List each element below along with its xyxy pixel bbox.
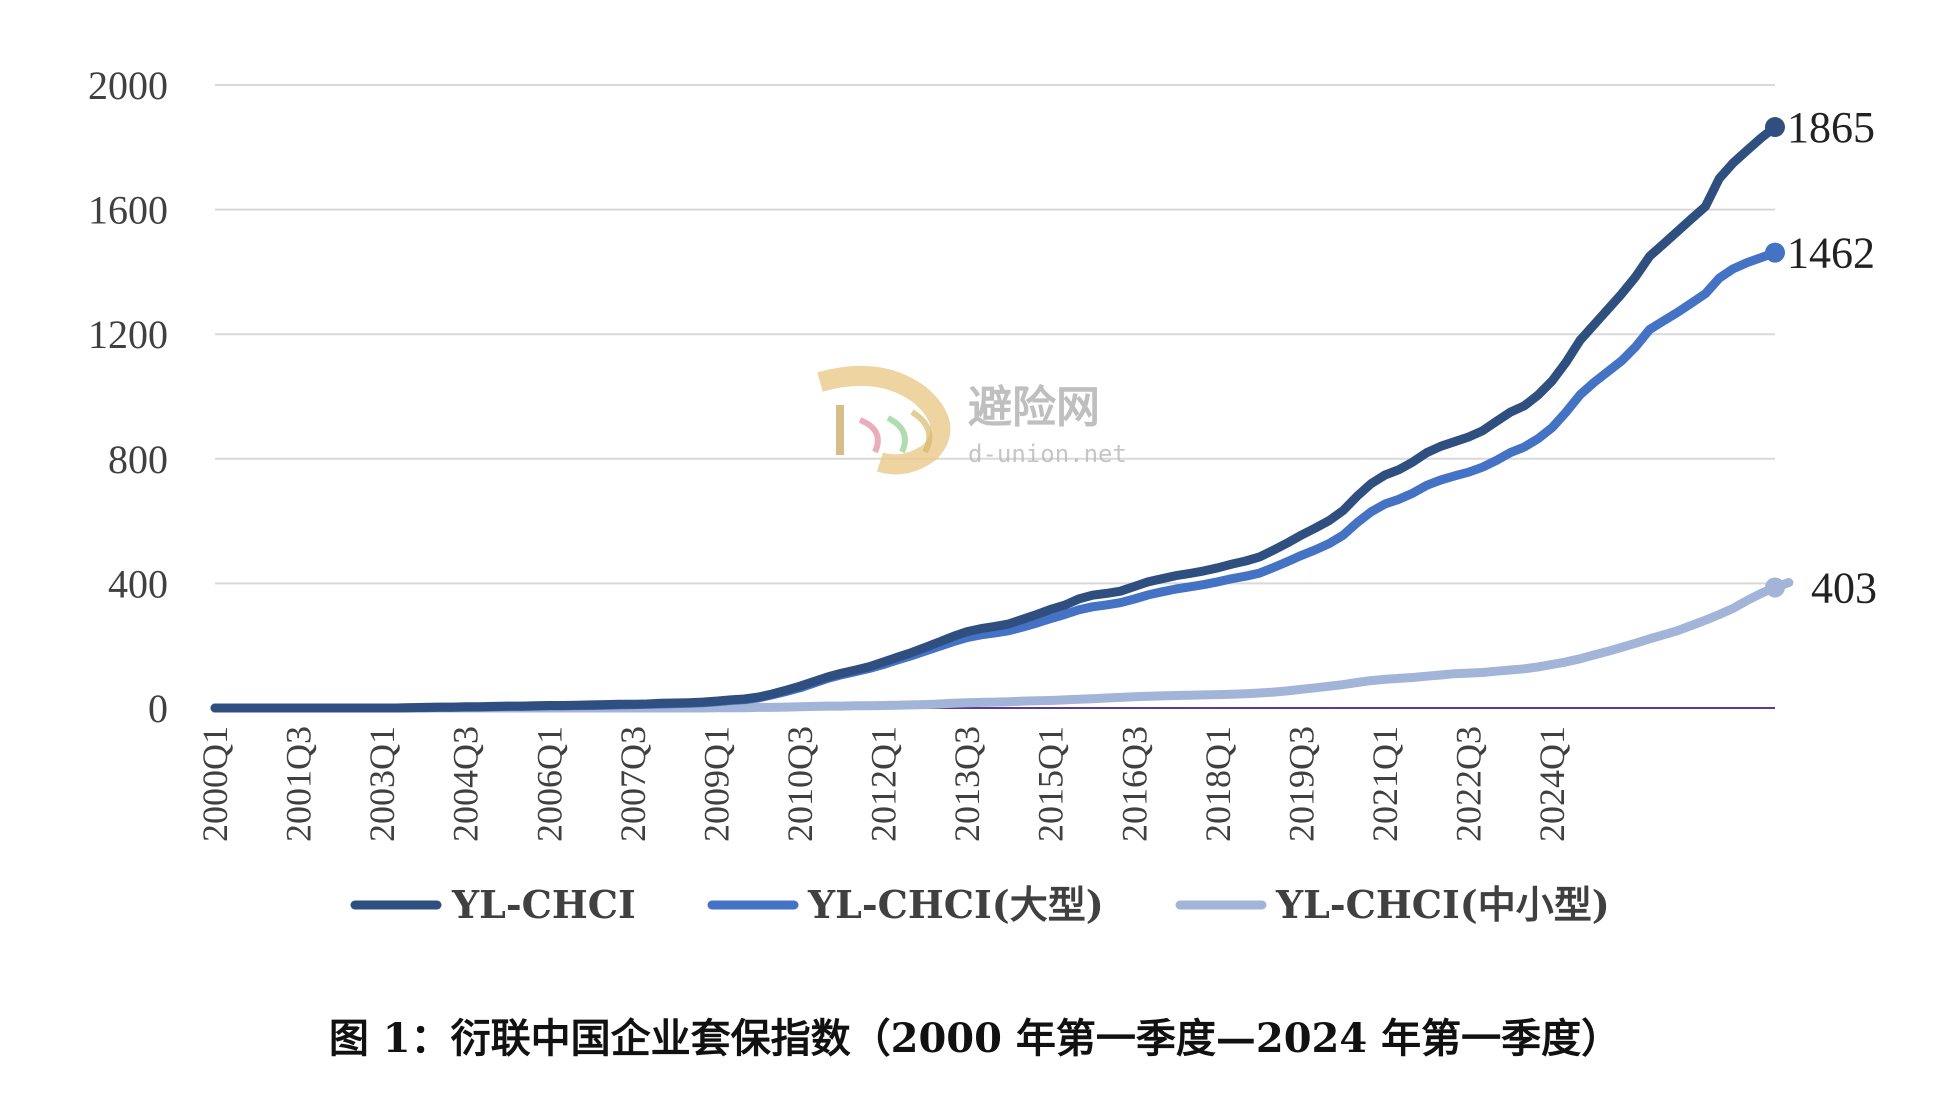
series-line-small xyxy=(210,578,1794,713)
x-tick-label: 2004Q3 xyxy=(446,726,486,842)
x-tick-label: 2013Q3 xyxy=(947,726,987,842)
x-tick-label: 2001Q3 xyxy=(279,726,319,842)
y-tick-label: 1200 xyxy=(88,312,168,357)
y-tick-label: 1600 xyxy=(88,188,168,233)
x-tick-label: 2021Q1 xyxy=(1365,726,1405,842)
watermark-logo-icon xyxy=(817,365,951,475)
watermark-url: d-union.net xyxy=(968,440,1127,468)
series-end-marker-large xyxy=(1765,242,1785,263)
x-tick-label: 2012Q1 xyxy=(864,726,904,842)
legend: YL-CHCI YL-CHCI(大型) YL-CHCI(中小型) xyxy=(350,882,1610,927)
x-tick-label: 2006Q1 xyxy=(529,726,569,842)
series-end-label-total: 1865 xyxy=(1787,103,1875,152)
series-lines: 403 1462 1865 xyxy=(210,103,1877,713)
y-tick-label: 0 xyxy=(148,686,168,731)
legend-label-small: YL-CHCI(中小型) xyxy=(1275,882,1610,927)
figure-caption: 图 1：衍联中国企业套保指数（2000 年第一季度—2024 年第一季度） xyxy=(329,1015,1621,1062)
series-end-label-small: 403 xyxy=(1811,563,1877,612)
x-tick-label: 2000Q1 xyxy=(195,726,235,842)
x-tick-label: 2003Q1 xyxy=(362,726,402,842)
x-tick-label: 2016Q3 xyxy=(1114,726,1154,842)
x-axis: 2000Q1 2001Q3 2003Q1 2004Q3 2006Q1 2007Q3 2009… xyxy=(195,726,1572,842)
series-end-marker-total xyxy=(1765,117,1785,138)
series-line-large xyxy=(210,248,1780,713)
x-tick-label: 2024Q1 xyxy=(1532,726,1572,842)
x-tick-label: 2018Q1 xyxy=(1198,726,1238,842)
x-tick-label: 2009Q1 xyxy=(696,726,736,842)
series-end-label-large: 1462 xyxy=(1787,229,1875,278)
y-tick-label: 800 xyxy=(108,437,168,482)
y-tick-label: 400 xyxy=(108,561,168,606)
y-tick-label: 2000 xyxy=(88,63,168,108)
legend-label-large: YL-CHCI(大型) xyxy=(807,882,1104,927)
series-end-marker-small xyxy=(1765,577,1785,598)
watermark-name: 避险网 xyxy=(968,382,1100,433)
x-tick-label: 2015Q1 xyxy=(1031,726,1071,842)
x-tick-label: 2019Q3 xyxy=(1281,726,1321,842)
x-tick-label: 2007Q3 xyxy=(613,726,653,842)
x-tick-label: 2010Q3 xyxy=(780,726,820,842)
legend-label-total: YL-CHCI xyxy=(451,882,636,927)
x-tick-label: 2022Q3 xyxy=(1449,726,1489,842)
series-line-total xyxy=(210,122,1780,713)
y-axis: 0 400 800 1200 1600 2000 xyxy=(88,63,168,731)
watermark: 避险网 d-union.net xyxy=(817,365,1127,475)
gridlines xyxy=(215,84,1775,585)
